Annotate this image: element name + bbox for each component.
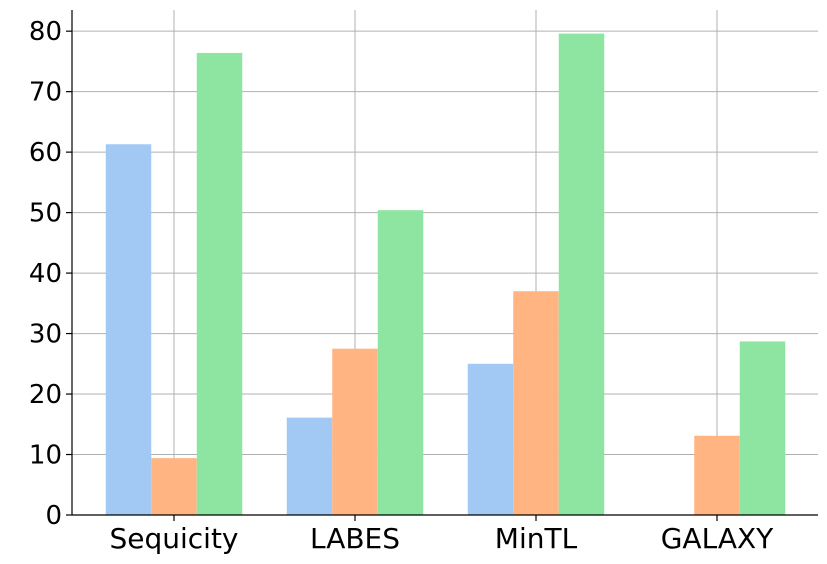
y-tick-label: 70 <box>29 78 62 108</box>
y-axis-ticks: 0 10 20 30 40 50 60 70 80 <box>29 17 72 531</box>
grid <box>72 10 818 516</box>
y-tick-label: 20 <box>29 380 62 410</box>
x-tick-label: Sequicity <box>109 522 238 555</box>
x-tick-label: GALAXY <box>661 522 774 555</box>
bar-mintl-series-2 <box>513 291 559 515</box>
y-tick-label: 0 <box>45 501 62 531</box>
bars <box>105 33 786 516</box>
y-tick-label: 50 <box>29 199 62 229</box>
bar-sequicity-series-3 <box>196 52 243 515</box>
y-tick-label: 60 <box>29 138 62 168</box>
x-axis-ticks: Sequicity LABES MinTL GALAXY <box>109 515 774 555</box>
axes <box>71 10 818 516</box>
bar-sequicity-series-1 <box>105 144 152 515</box>
y-tick-label: 40 <box>29 259 62 289</box>
x-tick-label: MinTL <box>495 522 578 555</box>
y-tick-label: 80 <box>29 17 62 47</box>
bar-labes-series-2 <box>332 348 378 515</box>
x-tick-label: LABES <box>310 522 400 555</box>
bar-mintl-series-3 <box>558 33 605 516</box>
bar-labes-series-1 <box>286 417 333 515</box>
bar-galaxy-series-2 <box>694 435 740 515</box>
y-tick-label: 30 <box>29 320 62 350</box>
bar-labes-series-3 <box>377 210 424 516</box>
y-tick-label: 10 <box>29 441 62 471</box>
bar-galaxy-series-3 <box>739 341 786 515</box>
bar-sequicity-series-2 <box>151 458 197 515</box>
bar-mintl-series-1 <box>467 363 514 515</box>
